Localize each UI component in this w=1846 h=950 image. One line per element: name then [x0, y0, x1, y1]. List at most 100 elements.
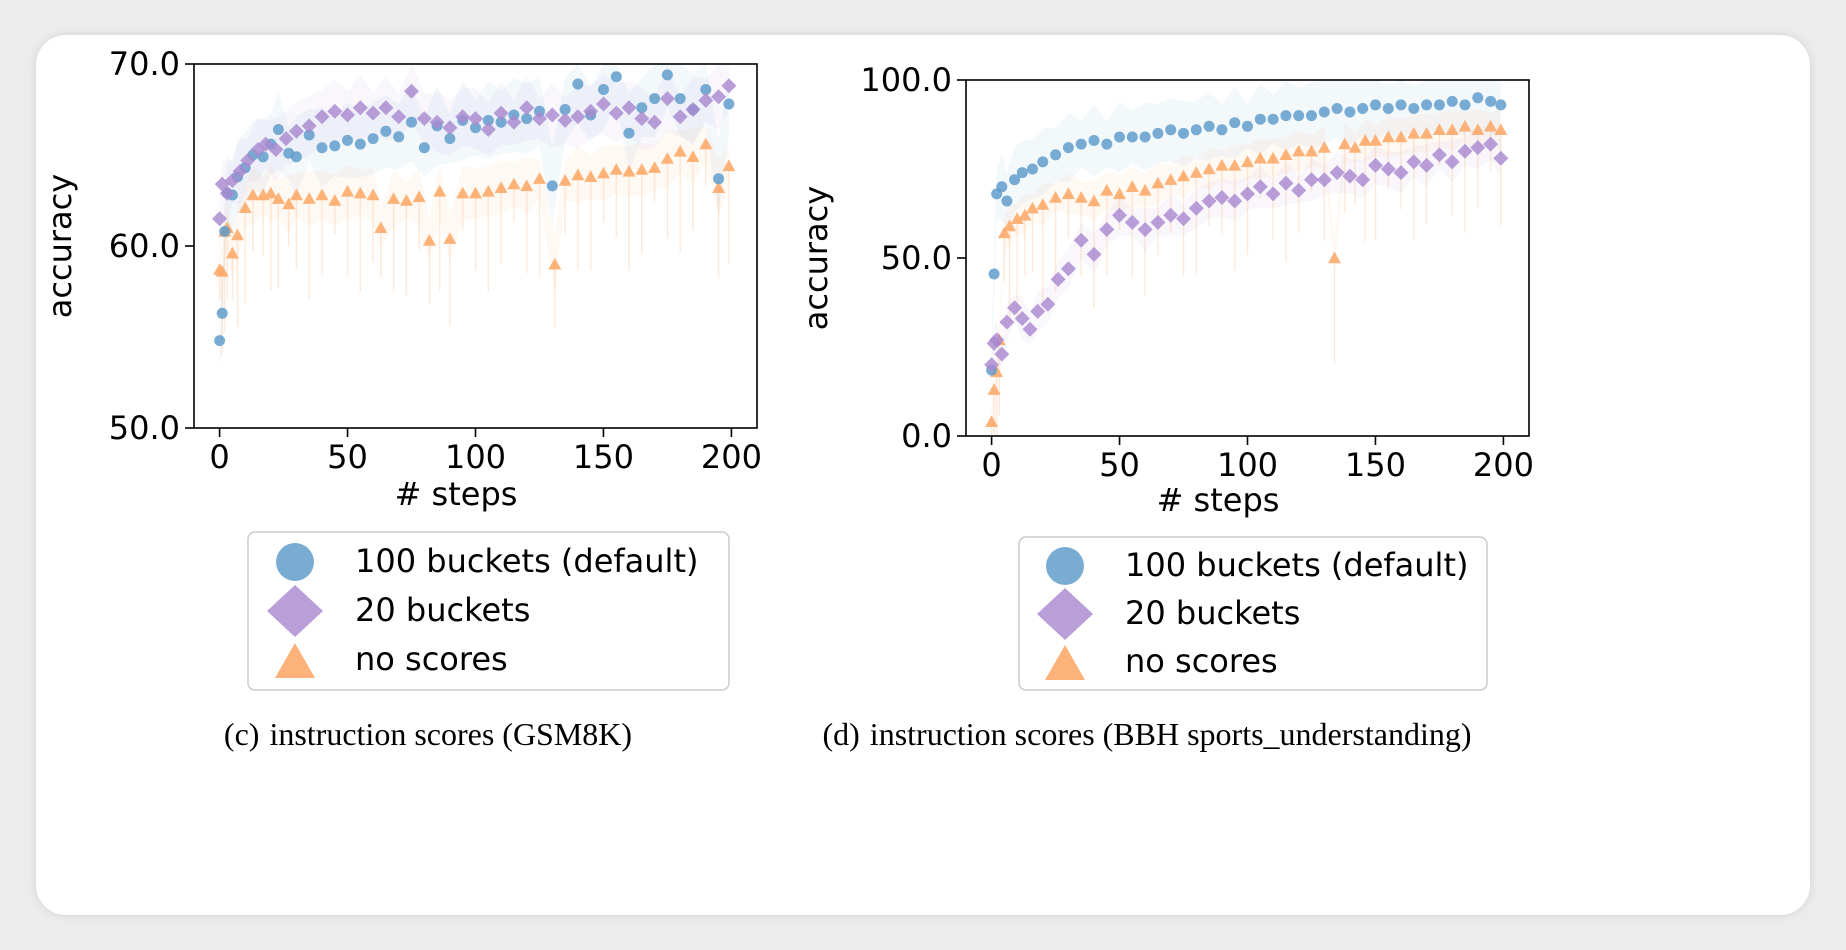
chart-d-point-20-buckets	[1291, 182, 1307, 198]
chart-d-point-100-buckets	[1190, 124, 1202, 136]
chart-c-point-no-scores	[264, 186, 278, 199]
chart-c-point-no-scores	[469, 186, 482, 199]
chart-c-point-100-buckets	[354, 138, 366, 150]
chart-c-point-100-buckets	[572, 78, 584, 90]
chart-d-point-no-scores	[1113, 187, 1126, 200]
chart-d-ytick-label: 0.0	[901, 417, 952, 455]
chart-c-point-100-buckets	[521, 113, 533, 125]
chart-c-xtick-label: 100	[445, 438, 506, 476]
chart-d-point-no-scores	[1394, 130, 1408, 143]
chart-c-point-20-buckets	[659, 91, 675, 107]
chart-c-caption-text: instruction scores (GSM8K)	[269, 716, 632, 752]
chart-c-point-20-buckets	[404, 83, 419, 99]
chart-d-legend-label-no-scores: no scores	[1125, 642, 1278, 680]
chart-c-point-no-scores	[571, 168, 585, 181]
chart-c-point-20-buckets	[224, 173, 240, 188]
chart-c-legend-triangle-marker	[275, 643, 315, 678]
chart-c-point-no-scores	[597, 166, 610, 179]
chart-c-point-100-buckets	[482, 114, 494, 126]
chart-d-point-20-buckets	[1419, 157, 1435, 173]
chart-panel-c: 0 50 100 150 200 50.0 60.0 70.0 # steps accurac…	[41, 45, 762, 752]
chart-d-point-20-buckets	[1099, 222, 1115, 237]
chart-c-point-20-buckets	[647, 114, 663, 130]
chart-d-point-no-scores	[1328, 251, 1341, 264]
chart-d-point-no-scores	[1087, 194, 1101, 207]
chart-c-point-20-buckets	[519, 100, 535, 116]
chart-d-point-20-buckets	[1393, 165, 1409, 181]
chart-d-point-20-buckets	[1201, 193, 1217, 209]
figure-card: 0 50 100 150 200 50.0 60.0 70.0 # steps accurac…	[36, 35, 1810, 915]
chart-d-point-no-scores	[1074, 191, 1088, 203]
chart-c-point-20-buckets	[429, 114, 445, 130]
chart-d-point-100-buckets	[1229, 117, 1241, 129]
chart-d-point-20-buckets	[1329, 165, 1345, 181]
chart-c-point-no-scores	[302, 192, 316, 204]
chart-c-point-no-scores	[699, 137, 713, 150]
chart-d-point-no-scores	[1241, 155, 1254, 168]
chart-d-point-20-buckets	[1227, 193, 1243, 209]
chart-d-point-20-buckets	[1030, 303, 1046, 319]
chart-c-point-100-buckets	[559, 104, 571, 115]
chart-d-point-no-scores	[1317, 141, 1331, 153]
chart-d-point-20-buckets	[1431, 147, 1447, 163]
chart-panel-d: 0 50 100 150 200 0.0 50.0 100.0 # steps accurac…	[797, 61, 1534, 752]
chart-d-point-no-scores	[1177, 169, 1190, 182]
chart-d-point-20-buckets	[1444, 154, 1460, 170]
chart-d-point-no-scores	[1445, 123, 1459, 135]
chart-d-xtick-label: 150	[1345, 446, 1406, 484]
chart-d-point-no-scores	[1420, 126, 1434, 139]
chart-c-legend-circle-marker	[276, 543, 314, 581]
chart-c-xtick-label: 200	[701, 438, 762, 476]
chart-d-point-20-buckets	[1124, 214, 1140, 230]
chart-d-point-100-buckets	[1306, 110, 1317, 122]
chart-d-point-100-buckets	[1101, 138, 1113, 150]
chart-d-xtick-label: 50	[1099, 446, 1140, 484]
chart-c-point-100-buckets	[661, 69, 673, 81]
chart-c-point-no-scores	[558, 174, 572, 186]
chart-d-point-20-buckets	[1368, 157, 1383, 173]
chart-d-ticks: 0 50 100 150 200 0.0 50.0 100.0	[860, 61, 1534, 484]
chart-d-point-no-scores	[1036, 198, 1050, 210]
chart-d-point-100-buckets	[1318, 106, 1330, 118]
chart-c-point-no-scores	[422, 234, 436, 246]
chart-c-point-20-buckets	[219, 185, 235, 201]
chart-d-point-20-buckets	[989, 332, 1005, 348]
chart-d-point-20-buckets	[1176, 211, 1191, 227]
chart-d-caption-text: instruction scores (BBH sports_understan…	[870, 716, 1472, 752]
chart-d-point-no-scores	[1189, 166, 1203, 178]
chart-c-legend-label-100-buckets: 100 buckets (default)	[355, 542, 698, 580]
chart-d-point-100-buckets	[1280, 110, 1292, 122]
chart-c-point-20-buckets	[240, 153, 256, 168]
chart-d-point-100-buckets	[1126, 131, 1138, 143]
chart-d-point-no-scores	[1381, 130, 1395, 143]
chart-c-point-no-scores	[315, 188, 329, 201]
chart-d-point-20-buckets	[1073, 232, 1089, 248]
chart-c-point-100-buckets	[342, 134, 353, 146]
chart-d-point-20-buckets	[1316, 172, 1332, 188]
chart-d-point-20-buckets	[1050, 271, 1066, 287]
chart-c-point-no-scores	[494, 181, 508, 193]
chart-c-point-no-scores	[353, 186, 367, 199]
chart-d-point-no-scores	[1138, 183, 1152, 196]
chart-c-point-20-buckets	[506, 114, 522, 130]
chart-d-point-100-buckets	[1433, 99, 1445, 111]
chart-c-point-20-buckets	[570, 109, 586, 125]
chart-d-point-100-buckets	[1395, 99, 1407, 111]
chart-c-point-100-buckets	[290, 151, 302, 163]
chart-d-xtick-label: 0	[981, 446, 1001, 484]
chart-d-point-100-buckets	[1075, 138, 1087, 150]
chart-c-xtick-label: 150	[573, 438, 634, 476]
chart-d-point-20-buckets	[1252, 179, 1268, 195]
chart-c-point-no-scores	[225, 246, 239, 259]
chart-c-point-100-buckets	[367, 133, 379, 145]
chart-d-point-100-buckets	[1037, 156, 1049, 168]
chart-d-point-no-scores	[1494, 123, 1508, 135]
chart-c-point-no-scores	[686, 150, 700, 162]
chart-d-point-no-scores	[1215, 158, 1229, 171]
chart-d-point-100-buckets	[1421, 99, 1433, 111]
chart-c-xlabel: # steps	[395, 475, 518, 513]
chart-c-point-no-scores	[609, 163, 623, 175]
chart-d-point-no-scores	[1458, 119, 1472, 132]
chart-d-legend-frame	[1018, 536, 1488, 691]
chart-d-point-no-scores	[1049, 191, 1063, 203]
